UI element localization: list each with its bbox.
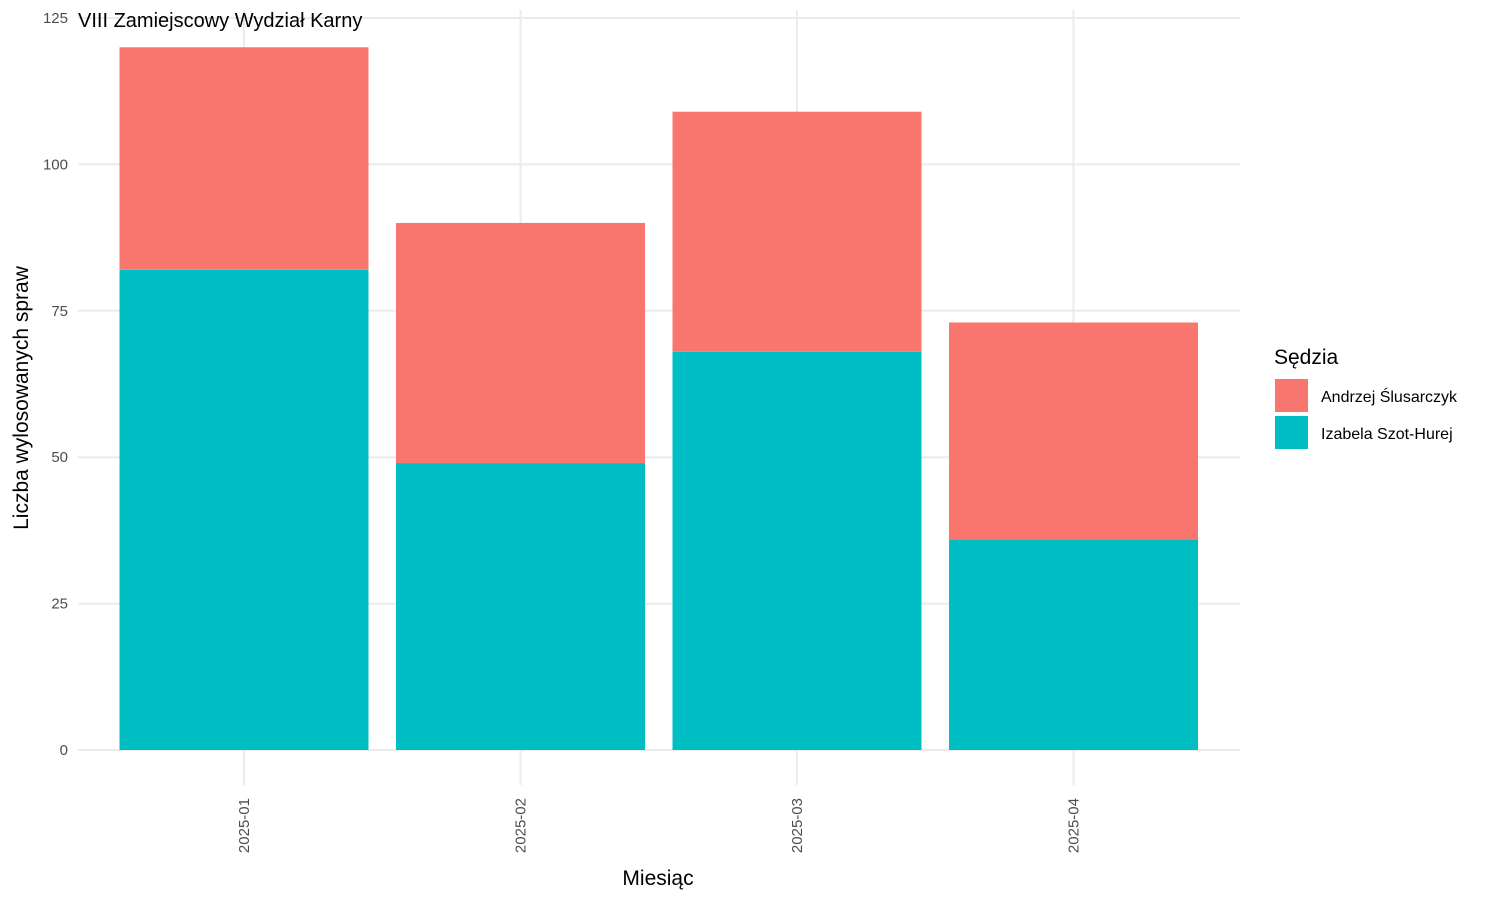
y-tick-label: 100	[43, 156, 68, 173]
x-tick-label: 2025-01	[236, 798, 253, 853]
y-tick-label: 125	[43, 10, 68, 27]
bar-segment-2025-03-izabela	[672, 351, 922, 750]
bar-segment-2025-02-andrzej	[396, 222, 645, 464]
legend-title: Sędzia	[1274, 346, 1339, 369]
x-tick-label: 2025-04	[1066, 798, 1083, 853]
legend-swatch-andrzej	[1275, 379, 1308, 412]
chart-title: VIII Zamiejscowy Wydział Karny	[78, 10, 362, 32]
bar-segment-2025-01-andrzej	[119, 47, 369, 270]
bar-segment-2025-04-andrzej	[949, 322, 1198, 540]
legend-label-andrzej: Andrzej Ślusarczyk	[1321, 387, 1458, 406]
legend-swatch-izabela	[1275, 416, 1308, 449]
y-tick-label: 25	[51, 596, 68, 613]
bar-layer	[119, 47, 1198, 750]
x-tick-label: 2025-02	[513, 798, 530, 853]
y-tick-label: 75	[51, 303, 68, 320]
y-tick-label: 50	[51, 449, 68, 466]
axis-layer: 0 25 50 75 100 125 2025-01 2025-02 2025-03 2025-0…	[43, 10, 1083, 853]
legend: Sędzia Andrzej Ślusarczyk Izabela Szot-H…	[1274, 346, 1458, 449]
bar-segment-2025-01-izabela	[119, 269, 369, 750]
x-axis-title: Miesiąc	[622, 867, 693, 890]
bar-segment-2025-02-izabela	[396, 463, 645, 750]
x-tick-label: 2025-03	[789, 798, 806, 853]
y-tick-label: 0	[60, 742, 68, 759]
bar-segment-2025-03-andrzej	[672, 111, 922, 352]
y-axis-title: Liczba wylosowanych spraw	[10, 265, 33, 530]
bar-segment-2025-04-izabela	[949, 539, 1198, 750]
legend-label-izabela: Izabela Szot-Hurej	[1321, 426, 1453, 443]
